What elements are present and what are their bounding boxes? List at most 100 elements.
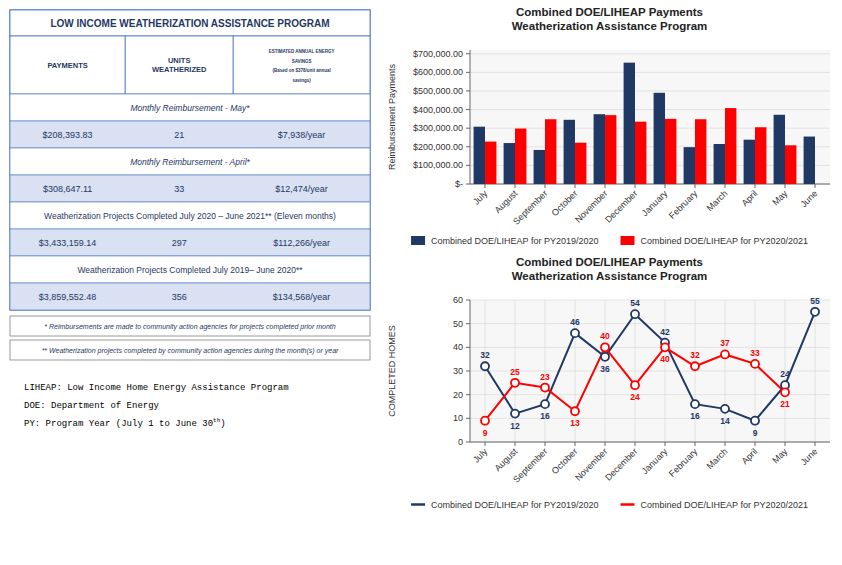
x-tick-label: October <box>550 446 580 476</box>
y-tick <box>466 128 470 129</box>
note-text: PY: Program Year (July 1 to June 30 <box>24 419 213 429</box>
marks <box>474 63 815 184</box>
y-tick-label: 50 <box>453 319 463 329</box>
x-tick-label: September <box>511 188 549 226</box>
y-tick-label: 0 <box>458 437 463 447</box>
x-tick <box>665 184 666 188</box>
grid-line-y <box>470 442 830 443</box>
y-tick-label: 40 <box>453 342 463 352</box>
abbreviation-note: LIHEAP: Low Income Home Energy Assistanc… <box>24 383 289 393</box>
bar <box>504 143 515 184</box>
header-cell <box>10 36 125 94</box>
point <box>541 400 549 408</box>
y-tick <box>466 146 470 147</box>
data-label: 16 <box>540 411 550 421</box>
point <box>751 417 759 425</box>
x-tick <box>785 184 786 188</box>
x-tick <box>485 184 486 188</box>
text-line: savings) <box>292 78 311 83</box>
x-tick-label: July <box>471 188 490 207</box>
text-line: ESTIMATED ANNUAL ENERGY <box>269 49 335 54</box>
x-tick <box>545 442 546 446</box>
y-tick <box>466 300 470 301</box>
point <box>691 400 699 408</box>
cell-value: $208,393.83 <box>43 130 93 140</box>
y-tick-label: 10 <box>453 413 463 423</box>
legend-label: Combined DOE/LIHEAP for PY2019/2020 <box>431 500 598 510</box>
row-label: Monthly Reimbursement - April* <box>130 157 250 167</box>
y-tick <box>466 184 470 185</box>
bar <box>575 143 586 184</box>
column-header: UNITSWEATHERIZED <box>152 56 207 75</box>
bar <box>725 108 736 184</box>
x-tick-label: August <box>493 446 520 473</box>
x-axis-line <box>470 442 830 443</box>
footnote-box <box>10 316 370 336</box>
row-label: Weatherization Projects Completed July 2… <box>44 211 336 221</box>
x-tick-label: March <box>705 446 730 471</box>
y-tick-label: $300,000.00 <box>413 123 463 133</box>
x-tick-label: September <box>511 446 549 484</box>
data-labels: 3212164636544216149245592523134024403237… <box>480 296 820 438</box>
point <box>661 343 669 351</box>
data-label: 55 <box>810 296 820 306</box>
x-tick <box>755 184 756 188</box>
bar <box>714 144 725 184</box>
point <box>481 362 489 370</box>
text-line: PAYMENTS <box>47 61 87 70</box>
plot-area <box>470 50 830 184</box>
cell-value: 33 <box>174 184 184 194</box>
cell-value: 297 <box>172 238 187 248</box>
y-tick-label: $200,000.00 <box>413 142 463 152</box>
point <box>481 417 489 425</box>
x-tick-label: December <box>603 188 639 224</box>
data-label: 12 <box>510 421 520 431</box>
bar <box>755 127 766 184</box>
x-tick-label: January <box>640 188 670 218</box>
data-label: 32 <box>480 350 490 360</box>
bar <box>474 127 485 184</box>
text-line: WEATHERIZED <box>152 65 207 74</box>
legend-item: Combined DOE/LIHEAP for PY2020/2021 <box>621 236 808 246</box>
header-cell <box>125 36 233 94</box>
bar <box>635 122 646 184</box>
y-tick <box>466 90 470 91</box>
text-line: Combined DOE/LIHEAP Payments <box>516 6 703 18</box>
x-tick <box>575 442 576 446</box>
abbreviation-note: PY: Program Year (July 1 to June 30th) <box>24 417 226 429</box>
bar <box>665 119 676 184</box>
text-line: Combined DOE/LIHEAP Payments <box>516 256 703 268</box>
legend-swatch <box>621 236 635 245</box>
table: LOW INCOME WEATHERIZATION ASSISTANCE PRO… <box>10 10 370 429</box>
x-tick <box>545 184 546 188</box>
text-line: (Based on $378/unit annual <box>272 68 330 73</box>
y-tick <box>466 347 470 348</box>
table-title-cell <box>10 10 370 36</box>
cell-value: $308,647.11 <box>43 184 92 194</box>
page: LOW INCOME WEATHERIZATION ASSISTANCE PRO… <box>0 0 842 565</box>
footnote-box <box>10 340 370 360</box>
point <box>601 353 609 361</box>
x-tick-label: April <box>740 188 760 208</box>
x-tick <box>815 184 816 188</box>
row-label: Weatherization Projects Completed July 2… <box>77 265 303 275</box>
bar <box>594 114 605 184</box>
point <box>511 410 519 418</box>
data-label: 13 <box>570 418 580 428</box>
x-tick-label: June <box>799 188 820 209</box>
data-label: 42 <box>660 327 670 337</box>
grid-line-y <box>470 371 830 372</box>
y-tick-label: 60 <box>453 295 463 305</box>
x-tick <box>725 442 726 446</box>
column-header: PAYMENTS <box>47 61 87 70</box>
y-tick <box>466 165 470 166</box>
point <box>631 310 639 318</box>
data-label: 40 <box>600 331 610 341</box>
text-line: UNITS <box>168 56 191 65</box>
data-label: 54 <box>630 298 640 308</box>
text-line: Weatherization Assistance Program <box>512 20 708 32</box>
line-chart: Combined DOE/LIHEAP PaymentsWeatherizati… <box>387 256 830 510</box>
x-tick-label: October <box>550 188 580 218</box>
y-tick-label: $100,000.00 <box>413 160 463 170</box>
y-tick-label: $600,000.00 <box>413 67 463 77</box>
